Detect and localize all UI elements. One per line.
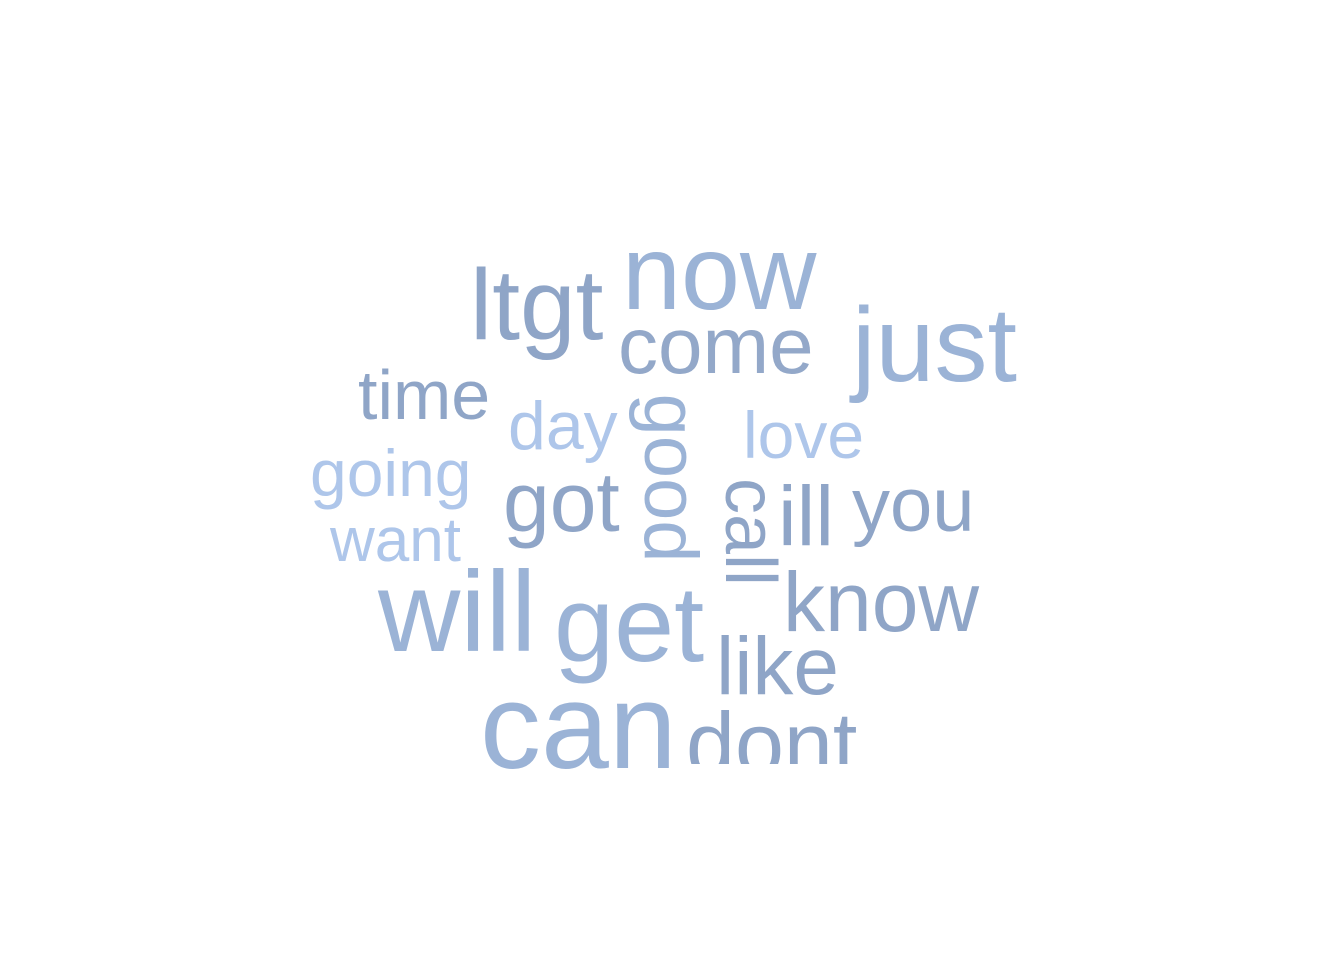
word-got: got (503, 455, 620, 549)
word-dont-clip: dont (680, 690, 900, 765)
word-love: love (743, 398, 865, 472)
word-get: get (554, 563, 705, 684)
word-can: can (480, 658, 677, 794)
word-you: you (852, 463, 975, 548)
word-call: call (710, 477, 790, 587)
word-ill: ill (778, 469, 834, 563)
word-will: will (378, 549, 537, 676)
word-time: time (358, 356, 491, 434)
word-like: like (716, 621, 840, 712)
word-ltgt: ltgt (470, 249, 604, 361)
word-know: know (783, 555, 980, 649)
word-day: day (508, 388, 618, 464)
word-come: come (618, 301, 814, 390)
word-going: going (310, 436, 472, 510)
word-now: now (622, 214, 817, 332)
word-dont: dont (686, 694, 858, 765)
word-just: just (852, 286, 1017, 404)
word-good: good (628, 393, 713, 563)
word-want: want (330, 506, 461, 575)
